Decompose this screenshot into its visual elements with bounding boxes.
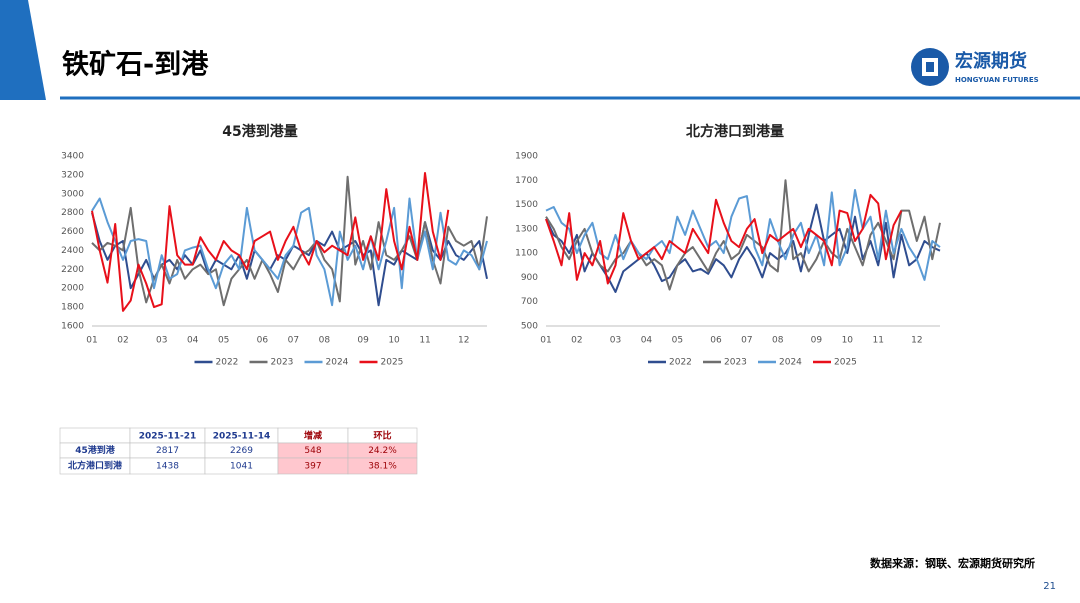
page-number: 21 <box>1043 581 1056 592</box>
x-tick-label: 02 <box>117 336 128 346</box>
x-tick-label: 07 <box>288 336 299 346</box>
legend-label: 2024 <box>779 358 802 368</box>
x-tick-label: 01 <box>540 336 551 346</box>
y-tick-label: 2600 <box>61 227 84 237</box>
y-tick-label: 1300 <box>515 224 538 234</box>
y-tick-label: 3200 <box>61 170 84 180</box>
x-tick-label: 10 <box>388 336 400 346</box>
table-value: 北方港口到港 <box>68 460 123 472</box>
y-tick-label: 2400 <box>61 246 84 256</box>
y-tick-label: 500 <box>521 322 538 332</box>
y-tick-label: 700 <box>521 297 538 307</box>
table-value: 24.2% <box>368 446 397 456</box>
chart-title: 北方港口到港量 <box>686 123 784 140</box>
y-tick-label: 1500 <box>515 200 538 210</box>
legend-label: 2023 <box>724 358 747 368</box>
table-value: 2817 <box>156 446 179 456</box>
logo-english: HONGYUAN FUTURES <box>955 76 1039 84</box>
y-tick-label: 2200 <box>61 265 84 275</box>
logo-name: 宏源期货 <box>955 50 1027 72</box>
x-tick-label: 09 <box>811 336 823 346</box>
series-line <box>91 172 450 312</box>
x-tick-label: 02 <box>571 336 582 346</box>
series-line <box>545 189 941 281</box>
header-accent <box>0 0 46 100</box>
x-tick-label: 08 <box>319 336 331 346</box>
x-tick-label: 12 <box>911 336 922 346</box>
table-value: 1041 <box>230 462 253 472</box>
y-tick-label: 2000 <box>61 284 84 294</box>
y-tick-label: 2800 <box>61 208 84 218</box>
table-value: 45港到港 <box>75 444 116 456</box>
table-header: 2025-11-21 <box>139 432 197 442</box>
x-tick-label: 04 <box>187 336 199 346</box>
series-line <box>545 193 903 285</box>
legend-label: 2022 <box>669 358 692 368</box>
table-cell <box>347 457 418 475</box>
series-line <box>545 203 941 293</box>
y-tick-label: 3400 <box>61 152 84 162</box>
x-tick-label: 10 <box>842 336 854 346</box>
x-tick-label: 01 <box>86 336 97 346</box>
source-note: 数据来源：钢联、宏源期货研究所 <box>870 556 1035 570</box>
x-tick-label: 04 <box>641 336 653 346</box>
x-tick-label: 07 <box>741 336 752 346</box>
table-cell <box>59 427 131 444</box>
x-tick-label: 03 <box>610 336 621 346</box>
x-tick-label: 03 <box>156 336 167 346</box>
table-value: 397 <box>304 462 321 472</box>
legend-label: 2024 <box>326 358 349 368</box>
legend-label: 2022 <box>216 358 239 368</box>
x-tick-label: 11 <box>419 336 430 346</box>
x-tick-label: 11 <box>872 336 883 346</box>
legend-label: 2023 <box>271 358 294 368</box>
series-line <box>91 197 488 307</box>
table-header: 增减 <box>304 430 322 442</box>
x-tick-label: 09 <box>357 336 369 346</box>
x-tick-label: 06 <box>710 336 722 346</box>
y-tick-label: 1600 <box>61 322 84 332</box>
y-tick-label: 3000 <box>61 189 84 199</box>
series-line <box>545 179 941 291</box>
series-line <box>91 212 488 307</box>
y-tick-label: 900 <box>521 273 538 283</box>
x-tick-label: 08 <box>772 336 784 346</box>
table-header: 2025-11-14 <box>213 432 271 442</box>
x-tick-label: 05 <box>218 336 229 346</box>
x-tick-label: 06 <box>257 336 269 346</box>
logo-icon-core <box>926 62 934 72</box>
legend-label: 2025 <box>381 358 404 368</box>
y-tick-label: 1700 <box>515 176 538 186</box>
y-tick-label: 1900 <box>515 152 538 162</box>
y-tick-label: 1800 <box>61 303 84 313</box>
legend-label: 2025 <box>834 358 857 368</box>
table-value: 548 <box>304 446 321 456</box>
x-tick-label: 05 <box>672 336 683 346</box>
table-value: 1438 <box>156 462 179 472</box>
x-tick-label: 12 <box>458 336 469 346</box>
table-value: 2269 <box>230 446 253 456</box>
table-header: 环比 <box>373 430 391 442</box>
y-tick-label: 1100 <box>515 249 538 259</box>
table-value: 38.1% <box>368 462 397 472</box>
chart-title: 45港到港量 <box>222 123 297 140</box>
slide-title: 铁矿石-到港 <box>62 49 209 81</box>
